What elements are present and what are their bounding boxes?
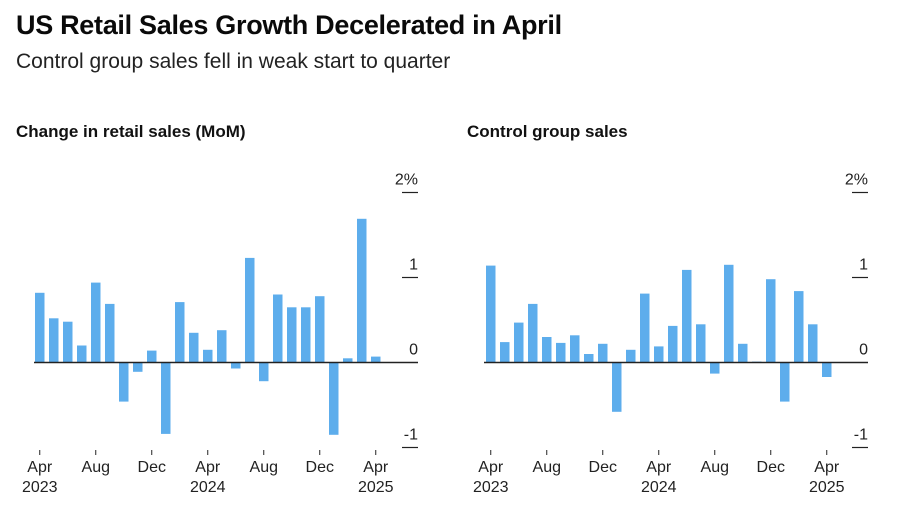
- bar-retail-sales-21: Jan 2025: -0.85: [329, 362, 339, 435]
- x-tick-label-control-group-6: Apr: [814, 459, 840, 476]
- bar-retail-sales-8: Dec 2023: 0.14: [147, 350, 157, 363]
- bar-control-group-10: Feb 2024: 0.15: [626, 349, 636, 363]
- bar-retail-sales-23: Mar 2025: 1.69: [357, 218, 367, 363]
- x-tick-label-retail-sales-2: Dec: [138, 459, 166, 476]
- bar-control-group-13: May 2024: 0.43: [668, 325, 678, 363]
- y-tick-label-control-group-2: 0: [859, 342, 868, 359]
- bar-control-group-24: Apr 2025: -0.17: [822, 362, 832, 377]
- bar-control-group-11: Mar 2024: 0.81: [640, 293, 650, 363]
- y-tick-label-retail-sales-0: 2%: [395, 172, 418, 189]
- bar-control-group-6: Oct 2023: 0.32: [570, 335, 580, 363]
- bar-retail-sales-6: Oct 2023: -0.46: [119, 362, 129, 402]
- x-tick-label-control-group-4: Aug: [701, 459, 729, 476]
- bar-retail-sales-16: Aug 2024: -0.22: [259, 362, 269, 382]
- bar-retail-sales-18: Oct 2024: 0.65: [287, 307, 297, 363]
- x-tick-year-retail-sales-0: 2023: [22, 479, 58, 496]
- x-tick-label-control-group-0: Apr: [478, 459, 504, 476]
- y-tick-label-control-group-0: 2%: [845, 172, 868, 189]
- bar-control-group-7: Nov 2023: 0.1: [584, 354, 594, 363]
- x-tick-year-control-group-6: 2025: [809, 479, 845, 496]
- bar-retail-sales-7: Nov 2023: -0.11: [133, 362, 143, 372]
- x-tick-year-control-group-3: 2024: [641, 479, 677, 496]
- bar-retail-sales-13: May 2024: 0.38: [217, 330, 227, 363]
- bar-retail-sales-9: Jan 2024: -0.84: [161, 362, 171, 434]
- bar-control-group-17: Sep 2024: 1.15: [724, 264, 734, 363]
- bar-control-group-3: Jul 2023: 0.69: [528, 303, 538, 363]
- x-tick-label-retail-sales-1: Aug: [82, 459, 110, 476]
- bar-retail-sales-0: Apr 2023: 0.82: [35, 292, 45, 363]
- bar-control-group-4: Aug 2023: 0.3: [542, 337, 552, 363]
- chart-title: US Retail Sales Growth Decelerated in Ap…: [16, 10, 562, 40]
- bar-control-group-22: Feb 2025: 0.84: [794, 291, 804, 363]
- bar-retail-sales-20: Dec 2024: 0.78: [315, 296, 325, 363]
- x-tick-label-retail-sales-5: Dec: [306, 459, 334, 476]
- x-tick-year-control-group-0: 2023: [473, 479, 509, 496]
- x-tick-label-control-group-5: Dec: [757, 459, 785, 476]
- bar-control-group-5: Sep 2023: 0.23: [556, 342, 566, 363]
- bar-control-group-0: Apr 2023: 1.14: [486, 265, 496, 363]
- x-tick-label-control-group-3: Apr: [646, 459, 672, 476]
- panel-title-retail-sales: Change in retail sales (MoM): [16, 122, 246, 141]
- bar-control-group-16: Aug 2024: -0.13: [710, 362, 720, 374]
- bar-control-group-23: Mar 2025: 0.45: [808, 324, 818, 363]
- y-tick-label-retail-sales-1: 1: [409, 257, 418, 274]
- bar-retail-sales-3: Jul 2023: 0.2: [77, 345, 87, 363]
- bar-retail-sales-15: Jul 2024: 1.23: [245, 257, 255, 363]
- y-tick-label-control-group-3: -1: [854, 427, 868, 444]
- bar-control-group-12: Apr 2024: 0.19: [654, 346, 664, 363]
- x-tick-label-retail-sales-0: Apr: [27, 459, 53, 476]
- bar-retail-sales-22: Feb 2025: 0.05: [343, 358, 353, 363]
- bar-control-group-9: Jan 2024: -0.58: [612, 362, 622, 412]
- y-tick-label-retail-sales-3: -1: [404, 427, 418, 444]
- x-tick-label-retail-sales-4: Aug: [250, 459, 278, 476]
- bar-retail-sales-19: Nov 2024: 0.65: [301, 307, 311, 363]
- y-tick-label-control-group-1: 1: [859, 257, 868, 274]
- x-tick-year-retail-sales-6: 2025: [358, 479, 394, 496]
- bar-retail-sales-4: Aug 2023: 0.94: [91, 282, 101, 363]
- x-tick-year-retail-sales-3: 2024: [190, 479, 226, 496]
- bar-retail-sales-5: Sep 2023: 0.69: [105, 303, 115, 363]
- chart-subtitle: Control group sales fell in weak start t…: [16, 50, 451, 73]
- x-tick-label-control-group-1: Aug: [533, 459, 561, 476]
- bar-retail-sales-14: Jun 2024: -0.07: [231, 362, 241, 369]
- bar-retail-sales-11: Mar 2024: 0.35: [189, 332, 199, 363]
- bar-control-group-2: Jun 2023: 0.47: [514, 322, 524, 363]
- bar-control-group-15: Jul 2024: 0.45: [696, 324, 706, 363]
- bar-retail-sales-24: Apr 2025: 0.07: [371, 356, 381, 363]
- x-tick-label-retail-sales-6: Apr: [363, 459, 389, 476]
- bar-retail-sales-17: Sep 2024: 0.8: [273, 294, 283, 363]
- bar-control-group-1: May 2023: 0.24: [500, 342, 510, 363]
- bar-retail-sales-10: Feb 2024: 0.71: [175, 302, 185, 363]
- bar-control-group-20: Dec 2024: 0.98: [766, 279, 776, 363]
- bar-retail-sales-1: May 2023: 0.52: [49, 318, 59, 363]
- bar-control-group-21: Jan 2025: -0.46: [780, 362, 790, 402]
- x-tick-label-control-group-2: Dec: [589, 459, 617, 476]
- y-tick-label-retail-sales-2: 0: [409, 342, 418, 359]
- panel-title-control-group: Control group sales: [467, 122, 628, 141]
- bar-retail-sales-12: Apr 2024: 0.15: [203, 349, 213, 363]
- x-tick-label-retail-sales-3: Apr: [195, 459, 221, 476]
- bar-control-group-8: Dec 2023: 0.22: [598, 343, 608, 363]
- bar-control-group-18: Oct 2024: 0.22: [738, 343, 748, 363]
- bar-control-group-14: Jun 2024: 1.09: [682, 269, 692, 363]
- bar-retail-sales-2: Jun 2023: 0.48: [63, 321, 73, 363]
